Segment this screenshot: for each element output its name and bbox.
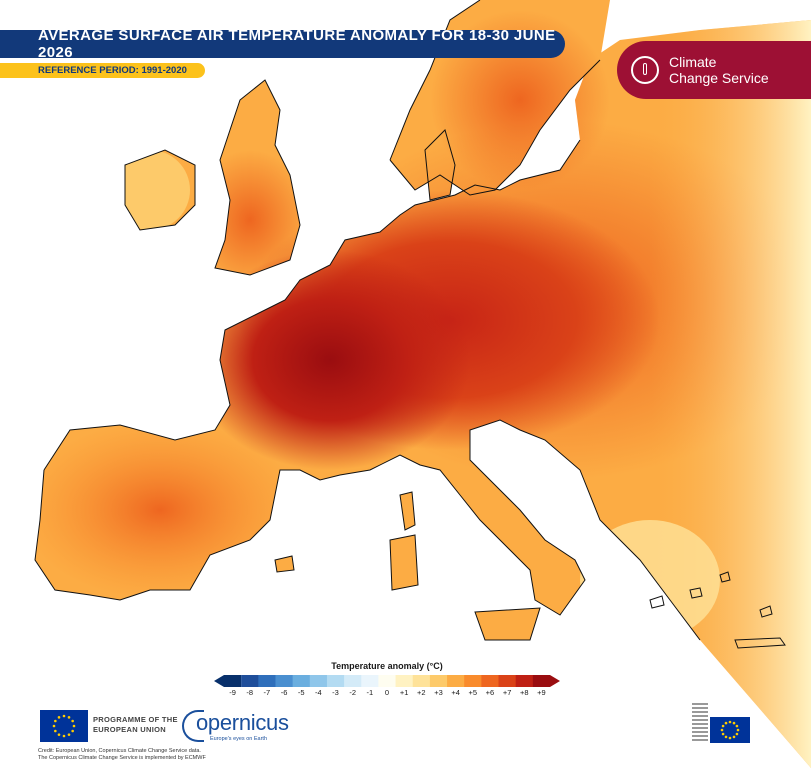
eu-star	[721, 732, 725, 736]
eu-star	[735, 724, 739, 728]
legend-tick-label: +5	[468, 688, 478, 697]
european-commission-logo	[692, 703, 770, 743]
eu-star	[728, 736, 732, 740]
legend-tick-labels: -9 -8 -7 -6 -5 -4 -3 -2 -1 0 +1 +2 +3 +4 +5 +6 +7 +8 +9	[214, 688, 560, 700]
legend-swatch	[498, 675, 517, 687]
legend-swatch	[481, 675, 500, 687]
legend-tick-label: -5	[297, 688, 305, 697]
legend-tick-label: +6	[485, 688, 495, 697]
legend-tick-label: -4	[315, 688, 322, 697]
legend-swatch	[344, 675, 362, 687]
eu-star	[720, 728, 724, 732]
legend-swatch	[361, 675, 379, 687]
legend-swatch	[309, 675, 328, 687]
eu-star	[736, 728, 740, 732]
eu-star	[732, 721, 736, 725]
eu-star	[54, 719, 57, 723]
programme-text: PROGRAMME OF THE EUROPEAN UNION	[93, 715, 178, 735]
legend-swatch	[214, 675, 242, 687]
eu-star	[57, 733, 61, 736]
legend-swatch	[412, 675, 431, 687]
eu-star	[72, 724, 76, 728]
legend-swatch	[258, 675, 276, 687]
legend-swatch	[464, 675, 482, 687]
service-name-line2: Change Service	[669, 70, 769, 86]
legend-tick-label: -7	[263, 688, 271, 697]
copernicus-logo[interactable]: opernicus Europe's eyes on Earth	[182, 708, 292, 744]
legend-title: Temperature anomaly (°C)	[331, 661, 443, 671]
eu-star	[57, 716, 61, 719]
legend-tick-label: +3	[434, 688, 443, 697]
legend-swatch	[429, 675, 448, 687]
eu-star	[728, 720, 732, 724]
credit-line1: Credit: European Union, Copernicus Clima…	[38, 748, 201, 754]
thermometer-icon	[631, 56, 659, 84]
legend-swatch	[447, 675, 465, 687]
legend-swatch	[395, 675, 414, 687]
legend-tick-label: +7	[502, 688, 512, 697]
eu-star	[67, 716, 71, 719]
eu-star	[71, 729, 74, 733]
eu-star	[724, 735, 728, 739]
legend-swatch	[326, 675, 345, 687]
legend-swatch	[292, 675, 311, 687]
programme-line2: EUROPEAN UNION	[93, 725, 166, 734]
legend-tick-label: -2	[349, 688, 357, 697]
eu-star	[62, 714, 66, 718]
legend-tick-label: -1	[366, 688, 374, 697]
copernicus-c-icon	[182, 710, 204, 742]
legend-tick-label: -3	[332, 688, 339, 697]
eu-star	[732, 735, 736, 739]
legend-swatch	[378, 675, 397, 687]
eu-star	[735, 732, 739, 736]
programme-line1: PROGRAMME OF THE	[93, 715, 178, 724]
legend-tick-label: -9	[229, 688, 236, 697]
legend-tick-label: +4	[451, 688, 460, 697]
legend-swatch	[275, 675, 294, 687]
eu-star	[724, 721, 728, 725]
legend-tick-label: -8	[246, 688, 254, 697]
eu-star	[62, 734, 66, 738]
legend-swatch	[515, 675, 534, 687]
color-legend: Temperature anomaly (°C) -9 -8 -7 -6 -5 -4 -3-…	[214, 661, 560, 701]
coastlines	[34, 0, 786, 649]
copernicus-tagline: Europe's eyes on Earth	[210, 736, 268, 742]
legend-colorbar	[214, 675, 560, 687]
climate-change-service-badge[interactable]: Climate Change Service	[617, 41, 811, 99]
eu-star	[721, 724, 725, 728]
credit-line2: The Copernicus Climate Change Service is…	[38, 755, 206, 761]
eu-star	[71, 719, 74, 723]
legend-tick-label: +8	[519, 688, 529, 697]
legend-swatch	[241, 675, 259, 687]
credits: Credit: European Union, Copernicus Clima…	[38, 748, 206, 762]
legend-tick-label: +9	[537, 688, 546, 697]
copernicus-name: opernicus	[196, 710, 289, 735]
eu-star	[67, 733, 71, 736]
legend-tick-label: +1	[399, 688, 409, 697]
eu-flag-logo	[40, 710, 88, 742]
legend-tick-label: +2	[417, 688, 426, 697]
eu-star	[54, 729, 57, 733]
ec-building-icon	[692, 703, 708, 743]
reference-period: REFERENCE PERIOD: 1991-2020	[0, 63, 205, 78]
service-name: Climate Change Service	[669, 54, 769, 86]
legend-tick-label: 0	[384, 688, 390, 697]
eu-flag-icon	[710, 717, 750, 743]
map-title: AVERAGE SURFACE AIR TEMPERATURE ANOMALY …	[0, 27, 565, 61]
legend-tick-label: -6	[280, 688, 288, 697]
eu-star	[52, 724, 56, 728]
legend-swatch	[532, 675, 560, 687]
service-name-line1: Climate	[669, 54, 717, 70]
